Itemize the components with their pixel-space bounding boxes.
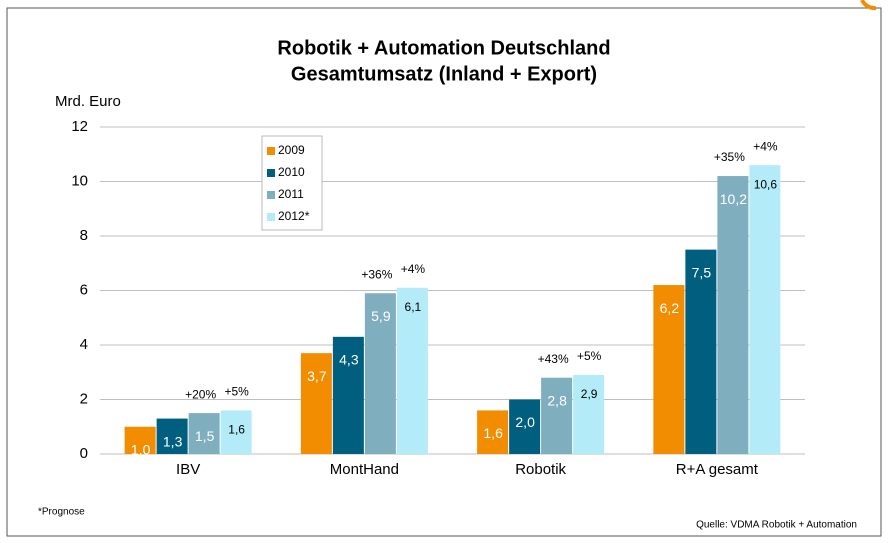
bar xyxy=(188,413,220,454)
footnote: *Prognose xyxy=(38,507,85,518)
data-label: 6,1 xyxy=(405,300,422,314)
chart-title: Robotik + Automation Deutschland xyxy=(277,37,610,59)
bar xyxy=(364,293,396,454)
y-tick-label: 10 xyxy=(71,172,88,189)
data-label: 1,6 xyxy=(483,425,503,441)
data-label: 1,5 xyxy=(195,428,215,444)
growth-label: +4% xyxy=(753,139,778,153)
bar xyxy=(541,377,573,454)
data-label: 2,9 xyxy=(581,387,598,401)
legend-swatch xyxy=(267,191,275,199)
source: Quelle: VDMA Robotik + Automation xyxy=(696,520,857,531)
growth-label: +5% xyxy=(224,385,249,399)
bar xyxy=(124,426,156,454)
bar xyxy=(749,165,781,454)
data-label: 4,3 xyxy=(339,352,359,368)
x-tick-label: IBV xyxy=(176,461,200,478)
y-tick-label: 0 xyxy=(80,445,88,462)
bar xyxy=(156,418,188,454)
legend-label: 2009 xyxy=(278,143,305,157)
chart-subtitle: Gesamtumsatz (Inland + Export) xyxy=(291,63,597,85)
growth-label: +4% xyxy=(401,262,426,276)
legend-swatch xyxy=(267,213,275,221)
data-label: 6,2 xyxy=(660,300,680,316)
logo-arc xyxy=(860,0,877,11)
data-label: 2,0 xyxy=(515,414,535,430)
growth-label: +43% xyxy=(538,352,569,366)
y-tick-label: 2 xyxy=(80,390,88,407)
bar xyxy=(573,374,605,454)
x-tick-label: MontHand xyxy=(330,461,399,478)
x-tick-label: Robotik xyxy=(515,461,566,478)
legend-swatch xyxy=(267,147,275,155)
bar xyxy=(300,353,332,454)
frame xyxy=(6,7,882,537)
x-tick-label: R+A gesamt xyxy=(676,461,759,478)
legend-swatch xyxy=(267,169,275,177)
data-label: 1,0 xyxy=(131,441,151,457)
growth-label: +35% xyxy=(714,150,745,164)
data-label: 10,6 xyxy=(754,177,778,191)
data-label: 5,9 xyxy=(371,308,391,324)
data-label: 1,6 xyxy=(228,423,245,437)
bar xyxy=(717,176,749,455)
data-label: 10,2 xyxy=(720,191,747,207)
y-tick-label: 4 xyxy=(80,336,88,353)
bar xyxy=(220,410,252,454)
bar xyxy=(332,336,364,454)
data-label: 2,8 xyxy=(547,392,567,408)
y-tick-label: 8 xyxy=(80,227,88,244)
data-label: 1,3 xyxy=(163,433,183,449)
data-label: 7,5 xyxy=(692,264,712,280)
bar xyxy=(396,287,428,454)
legend-label: 2012* xyxy=(278,209,310,223)
growth-label: +20% xyxy=(185,387,216,401)
bar xyxy=(653,285,685,454)
y-axis-label: Mrd. Euro xyxy=(55,93,121,110)
y-tick-label: 12 xyxy=(71,118,88,135)
growth-label: +5% xyxy=(577,349,602,363)
legend-label: 2010 xyxy=(278,165,305,179)
legend-label: 2011 xyxy=(278,187,304,201)
bar xyxy=(477,410,509,454)
bar xyxy=(685,249,717,454)
growth-label: +36% xyxy=(361,267,392,281)
y-tick-label: 6 xyxy=(80,281,88,298)
data-label: 3,7 xyxy=(307,368,327,384)
bar xyxy=(509,399,541,454)
